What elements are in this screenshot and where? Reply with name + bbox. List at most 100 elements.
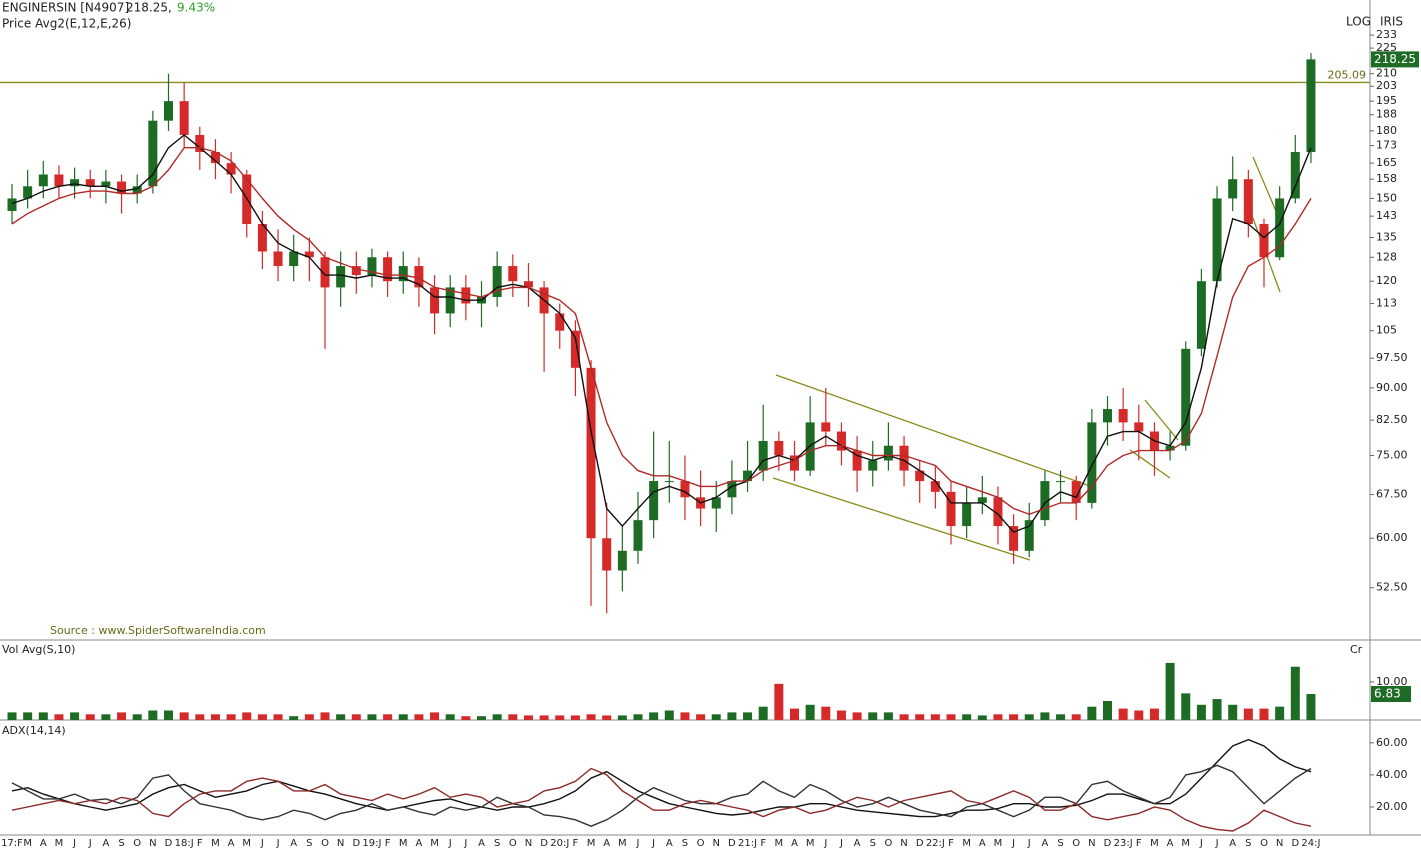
volume-bar bbox=[696, 714, 706, 720]
x-tick-label: D bbox=[165, 838, 173, 849]
x-tick-label: M bbox=[962, 838, 971, 849]
candle-body bbox=[70, 179, 80, 187]
candle-body bbox=[117, 181, 127, 194]
volume-bar bbox=[946, 714, 956, 720]
volume-bar bbox=[132, 714, 142, 720]
x-tick-label: A bbox=[1229, 838, 1236, 849]
volume-bar bbox=[351, 714, 361, 720]
volume-bar bbox=[210, 714, 220, 720]
volume-bar bbox=[195, 714, 205, 720]
x-tick-label: N bbox=[525, 838, 532, 849]
x-tick-label: J bbox=[1011, 838, 1015, 849]
x-tick-label: D bbox=[352, 838, 360, 849]
y-tick-label: 113 bbox=[1376, 296, 1397, 309]
candle-body bbox=[852, 450, 862, 471]
flag-line bbox=[1129, 449, 1171, 479]
candle-body bbox=[23, 186, 33, 199]
x-tick-label: J bbox=[463, 838, 467, 849]
y-tick-label: 60.00 bbox=[1376, 531, 1408, 544]
candle-body bbox=[899, 445, 909, 471]
volume-bar bbox=[273, 714, 283, 720]
volume-bar bbox=[1149, 708, 1159, 720]
x-tick-label: 22:J bbox=[926, 838, 945, 849]
y-tick-label: 52.50 bbox=[1376, 581, 1408, 594]
x-tick-label: O bbox=[133, 838, 141, 849]
candle-body bbox=[664, 481, 674, 483]
x-tick-label: N bbox=[149, 838, 156, 849]
x-tick-label: N bbox=[1088, 838, 1095, 849]
candle-body bbox=[523, 281, 533, 288]
candle-body bbox=[649, 481, 659, 521]
x-tick-label: A bbox=[478, 838, 485, 849]
x-tick-label: A bbox=[40, 838, 47, 849]
candle-body bbox=[743, 470, 753, 482]
x-tick-label: J bbox=[1199, 838, 1203, 849]
volume-bar bbox=[1290, 666, 1300, 720]
candle-body bbox=[774, 440, 784, 456]
candle-body bbox=[727, 481, 737, 498]
candle-body bbox=[883, 445, 893, 461]
candle-body bbox=[993, 497, 1003, 527]
candle-body bbox=[711, 497, 721, 509]
x-tick-label: J bbox=[651, 838, 655, 849]
candle-body bbox=[1243, 179, 1253, 225]
volume-bar bbox=[461, 716, 471, 720]
last-price: 218.25 bbox=[1374, 52, 1416, 66]
candle-body bbox=[398, 266, 408, 282]
x-tick-label: 24:J bbox=[1301, 838, 1320, 849]
x-tick-label: M bbox=[1150, 838, 1159, 849]
candle-body bbox=[414, 266, 424, 288]
y-tick-label: 188 bbox=[1376, 108, 1397, 121]
x-tick-label: 21:J bbox=[738, 838, 757, 849]
volume-bar bbox=[257, 714, 267, 720]
y-tick-label: 165 bbox=[1376, 156, 1397, 169]
volume-bar bbox=[23, 712, 33, 720]
volume-bar bbox=[414, 714, 424, 720]
candle-body bbox=[492, 266, 502, 297]
volume-bar bbox=[774, 683, 784, 720]
y-tick-label: 203 bbox=[1376, 79, 1397, 92]
y-tick-label: 128 bbox=[1376, 250, 1397, 263]
x-tick-label: M bbox=[55, 838, 64, 849]
channel-line bbox=[775, 374, 1091, 487]
volume-bar bbox=[54, 714, 64, 720]
volume-bar bbox=[117, 712, 127, 720]
volume-bar bbox=[289, 716, 299, 720]
x-tick-label: A bbox=[290, 838, 297, 849]
volume-bar bbox=[430, 712, 440, 720]
candle-body bbox=[132, 186, 142, 194]
y-tick-label: 143 bbox=[1376, 209, 1397, 222]
candle-body bbox=[570, 330, 580, 368]
volume-bar bbox=[852, 712, 862, 720]
volume-bar bbox=[1259, 708, 1269, 720]
x-tick-label: M bbox=[399, 838, 408, 849]
x-tick-label: D bbox=[540, 838, 548, 849]
candle-body bbox=[508, 266, 518, 282]
volume-bar bbox=[617, 715, 627, 720]
x-tick-label: J bbox=[1027, 838, 1031, 849]
last-volume-box bbox=[1371, 686, 1411, 703]
x-tick-label: S bbox=[682, 838, 688, 849]
x-tick-label: M bbox=[211, 838, 220, 849]
y-tick-label: 82.50 bbox=[1376, 413, 1408, 426]
candle-body bbox=[226, 163, 236, 175]
y-tick-label: 20.00 bbox=[1376, 800, 1408, 813]
line bbox=[11, 738, 1312, 818]
candle-body bbox=[1103, 409, 1112, 423]
candle-body bbox=[1306, 59, 1316, 153]
x-tick-label: O bbox=[697, 838, 705, 849]
x-tick-label: O bbox=[321, 838, 329, 849]
x-tick-label: 20:J bbox=[550, 838, 569, 849]
volume-bar bbox=[1087, 706, 1097, 720]
x-tick-label: S bbox=[1245, 838, 1251, 849]
x-tick-label: N bbox=[900, 838, 907, 849]
candle-body bbox=[977, 497, 987, 503]
volume-bar bbox=[930, 714, 940, 720]
candle-body bbox=[101, 181, 111, 187]
candle-body bbox=[289, 251, 299, 267]
candle-body bbox=[1165, 445, 1175, 451]
candle-body bbox=[351, 266, 361, 276]
x-tick-label: J bbox=[448, 838, 452, 849]
volume-bar bbox=[226, 714, 236, 720]
candle-body bbox=[617, 550, 627, 571]
